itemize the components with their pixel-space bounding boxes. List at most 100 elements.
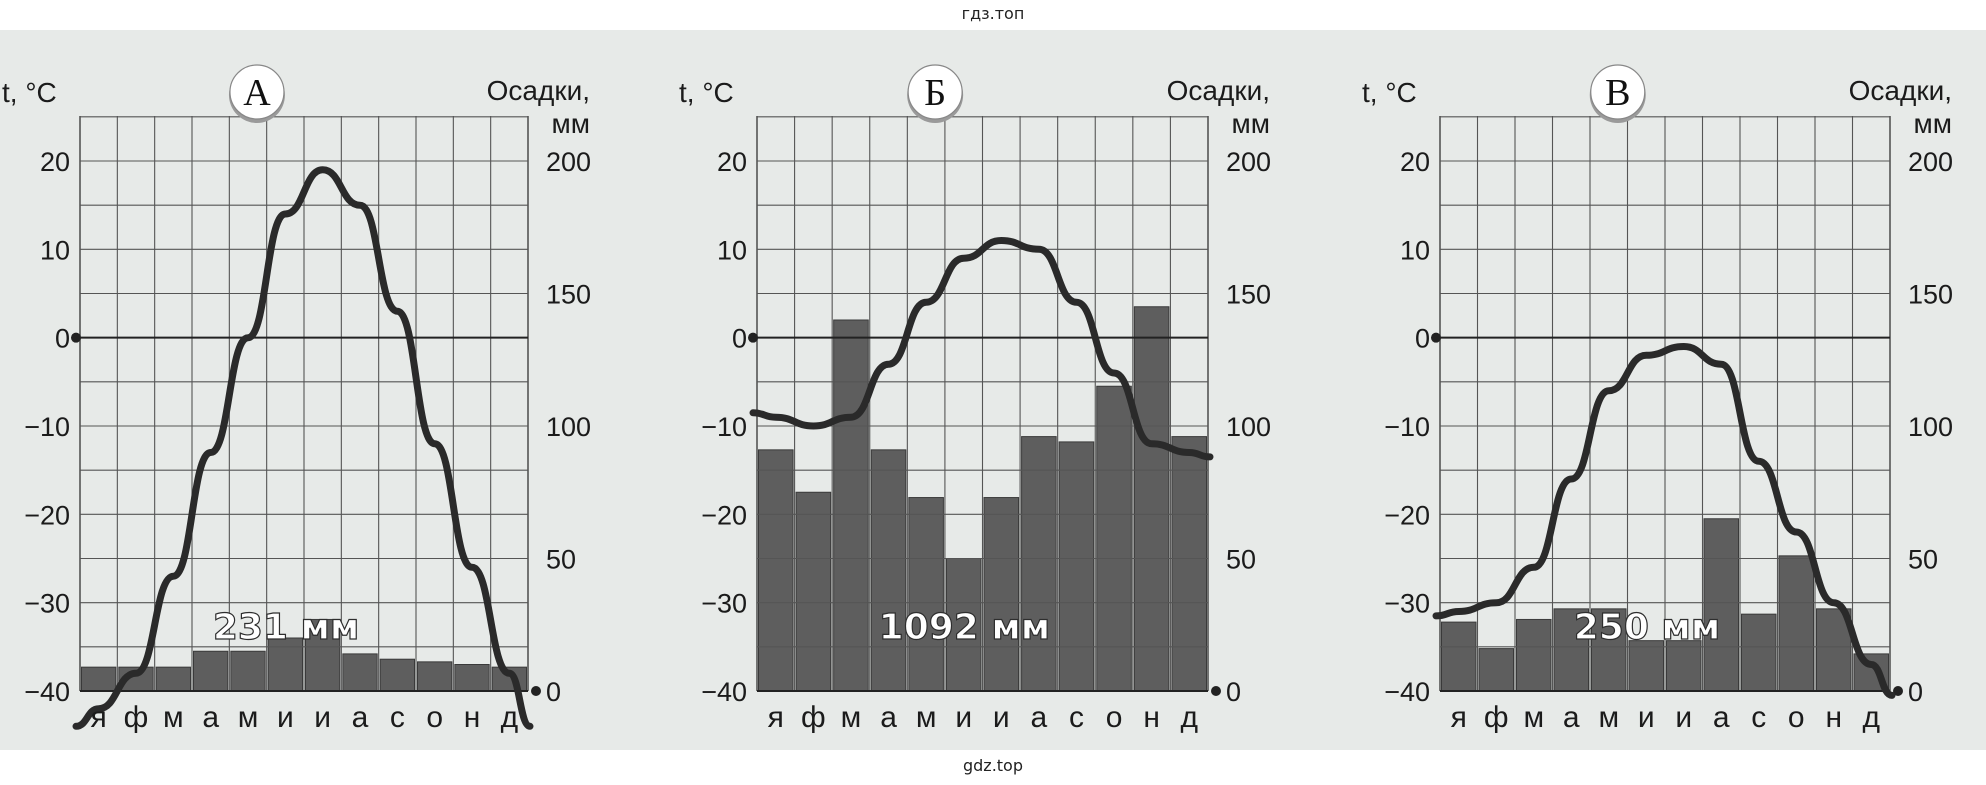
precip-bar bbox=[1628, 640, 1664, 692]
temp-tick-label: 0 bbox=[732, 324, 747, 354]
month-label: м bbox=[163, 701, 184, 734]
month-label: я bbox=[91, 701, 107, 734]
total-precip-label: 1092 мм bbox=[879, 607, 1051, 648]
month-label: ф bbox=[124, 701, 149, 734]
precip-bar bbox=[945, 558, 982, 692]
precip-bar bbox=[833, 319, 869, 692]
climate-charts-panel: 20 10 0 −10 −20 −30 −40 200 150 100 50 0 я ф м а м и и а с о н… bbox=[0, 30, 1986, 750]
precip-tick-label: 100 bbox=[1226, 412, 1271, 442]
month-label: а bbox=[1563, 701, 1580, 734]
precip-bar bbox=[1441, 621, 1477, 692]
chart-letter-badge bbox=[907, 64, 963, 120]
temp-axis-label: t, °C bbox=[679, 77, 734, 108]
temp-tick-label: 10 bbox=[1400, 235, 1430, 265]
month-label: о bbox=[1106, 701, 1123, 734]
precip-bar bbox=[305, 618, 341, 692]
precip-axis-unit: мм bbox=[1232, 108, 1271, 139]
temp-tick-label: −20 bbox=[24, 500, 70, 530]
month-label: м bbox=[841, 701, 862, 734]
precip-bar bbox=[379, 658, 415, 692]
temp-tick-label: −30 bbox=[701, 589, 747, 619]
precip-bar bbox=[870, 449, 907, 692]
temp-tick-label: −10 bbox=[24, 412, 70, 442]
temperature-line bbox=[1432, 343, 1896, 699]
chart-letter: А bbox=[243, 72, 271, 114]
precip-tick-label: 50 bbox=[1908, 545, 1938, 575]
precip-bar bbox=[1741, 613, 1777, 692]
zero-marker bbox=[71, 332, 81, 343]
precip-bar bbox=[193, 650, 229, 692]
precip-bar bbox=[454, 664, 490, 692]
month-label: а bbox=[880, 701, 897, 734]
precip-bar bbox=[342, 653, 378, 692]
month-label: м bbox=[916, 701, 937, 734]
month-label: с bbox=[1069, 701, 1084, 734]
month-label: а bbox=[352, 701, 369, 734]
precip-bar bbox=[1666, 640, 1702, 692]
temp-axis-label: t, °C bbox=[2, 77, 57, 108]
chart-letter: В bbox=[1605, 72, 1630, 114]
month-label: м bbox=[1523, 701, 1544, 734]
precip-tick-label: 100 bbox=[1908, 412, 1953, 442]
precip-bar bbox=[758, 449, 794, 692]
month-label: а bbox=[202, 701, 219, 734]
total-precip-label: 231 мм bbox=[213, 607, 360, 648]
precip-bar bbox=[908, 497, 944, 692]
temp-tick-label: 0 bbox=[1415, 324, 1430, 354]
temp-tick-label: −10 bbox=[701, 412, 747, 442]
precip-bar bbox=[1478, 648, 1514, 692]
month-label: ф bbox=[1484, 701, 1509, 734]
precip-tick-label: 200 bbox=[1908, 147, 1953, 177]
precip-bar bbox=[1703, 518, 1739, 692]
zero-marker bbox=[748, 332, 758, 343]
baseline-marker bbox=[1211, 686, 1221, 696]
month-label: а bbox=[1031, 701, 1048, 734]
temp-tick-label: −40 bbox=[701, 677, 747, 707]
chart-letter: Б bbox=[924, 72, 946, 114]
precip-axis-label: Осадки, bbox=[487, 75, 590, 106]
month-label: я bbox=[1451, 701, 1467, 734]
month-label: н bbox=[464, 701, 481, 734]
temperature-line bbox=[72, 166, 534, 730]
temp-tick-label: 10 bbox=[40, 235, 70, 265]
month-label: м bbox=[1598, 701, 1619, 734]
precip-axis-unit: мм bbox=[552, 108, 591, 139]
temp-tick-label: −20 bbox=[1384, 500, 1430, 530]
month-label: я bbox=[768, 701, 784, 734]
temp-tick-label: −40 bbox=[24, 677, 70, 707]
month-label: и bbox=[993, 701, 1010, 734]
month-label: и bbox=[277, 701, 294, 734]
precip-axis-unit: мм bbox=[1914, 108, 1953, 139]
precip-bar bbox=[155, 666, 192, 692]
temperature-line bbox=[749, 237, 1214, 461]
month-label: м bbox=[238, 701, 259, 734]
month-label: с bbox=[1751, 701, 1766, 734]
precip-bar bbox=[1591, 608, 1627, 692]
temp-tick-label: −10 bbox=[1384, 412, 1430, 442]
watermark-top: гдз.топ bbox=[961, 4, 1025, 23]
precip-tick-label: 150 bbox=[546, 280, 591, 310]
precip-axis-label: Осадки, bbox=[1167, 75, 1270, 106]
month-label: и bbox=[1638, 701, 1655, 734]
baseline-marker bbox=[531, 686, 541, 696]
precip-bar bbox=[1778, 555, 1814, 692]
temp-tick-label: 20 bbox=[1400, 147, 1430, 177]
precip-tick-label: 200 bbox=[1226, 147, 1271, 177]
precip-bar bbox=[417, 661, 453, 692]
chart-letter-badge bbox=[229, 64, 285, 120]
baseline-marker bbox=[1893, 686, 1903, 696]
temp-tick-label: 10 bbox=[717, 235, 747, 265]
precip-tick-label: 200 bbox=[546, 147, 591, 177]
chart-letter-badge bbox=[1590, 64, 1646, 120]
precip-tick-label: 100 bbox=[546, 412, 591, 442]
precip-bar bbox=[230, 650, 266, 692]
temp-tick-label: 20 bbox=[717, 147, 747, 177]
month-label: с bbox=[390, 701, 405, 734]
precip-tick-label: 0 bbox=[1226, 677, 1241, 707]
month-label: н bbox=[1825, 701, 1842, 734]
precip-tick-label: 0 bbox=[546, 677, 561, 707]
month-label: а bbox=[1713, 701, 1730, 734]
precip-bar bbox=[81, 666, 117, 692]
